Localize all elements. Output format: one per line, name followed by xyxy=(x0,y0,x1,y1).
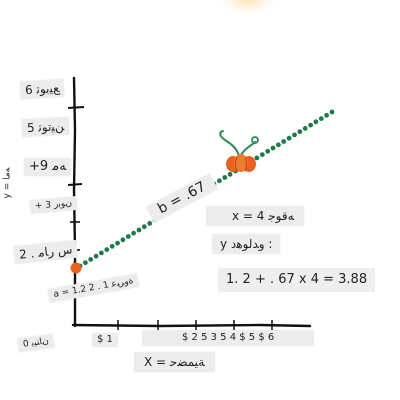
line-dot xyxy=(131,230,137,236)
intercept-dot-icon xyxy=(70,262,82,274)
y-tick-label-3: +9 ﻪﻣ xyxy=(24,158,72,176)
line-dot xyxy=(318,116,324,121)
y-axis-line xyxy=(72,76,77,328)
line-dot xyxy=(115,240,120,246)
y-tick-label-top: 6 ﻊﯿﺑﻮﺗ xyxy=(19,78,65,100)
line-dot xyxy=(222,175,228,180)
line-dot xyxy=(83,260,88,266)
line-dot xyxy=(265,148,271,154)
line-dot xyxy=(88,257,94,262)
line-dot xyxy=(147,221,153,226)
sun-glow-icon xyxy=(216,0,280,16)
line-dot xyxy=(259,152,265,158)
x-value-label: x = 4 ﻪﻗﻮﺟ xyxy=(206,206,305,226)
line-dot xyxy=(254,155,260,161)
line-dot xyxy=(324,112,329,118)
pumpkin-icon xyxy=(219,130,259,172)
line-dot xyxy=(136,227,142,233)
line-dot xyxy=(141,224,147,230)
y-tick-label-2: 5 ﻦﯿﺗﻮﺗ xyxy=(21,116,70,138)
line-dot xyxy=(329,109,335,115)
line-dot xyxy=(270,145,276,151)
line-dot xyxy=(227,171,233,177)
line-dot xyxy=(276,142,281,148)
y-axis-name: y = ﻪﻣﺎ xyxy=(2,167,13,199)
line-dot xyxy=(120,237,126,243)
y-tick-mark xyxy=(67,106,85,109)
line-dot xyxy=(99,250,104,256)
line-dot xyxy=(281,139,287,144)
line-dot xyxy=(217,178,222,184)
line-dot xyxy=(313,119,319,125)
x-tick-labels: $ 2 5 3 5 4 $ 5 $ 6 xyxy=(142,330,315,346)
line-dot xyxy=(109,243,115,249)
line-dot xyxy=(125,234,131,239)
line-dot xyxy=(93,253,99,259)
x-axis-name: X = ﺔﻴﻤﻀﺣ xyxy=(134,352,215,372)
x-axis-line xyxy=(71,323,312,328)
x-tick-label-first: $ 1 xyxy=(92,333,118,347)
line-dot xyxy=(308,122,313,128)
equation-result: 1. 2 + . 67 x 4 = 3.88 xyxy=(218,268,376,292)
line-dot xyxy=(104,247,110,253)
line-dot xyxy=(286,135,292,141)
y-question-label: y ﻭﺪﻟﻮﻫﺩ : xyxy=(212,234,281,254)
line-dot xyxy=(302,125,308,131)
line-dot xyxy=(292,132,297,138)
y-tick-mark xyxy=(67,183,83,186)
line-dot xyxy=(297,129,303,135)
